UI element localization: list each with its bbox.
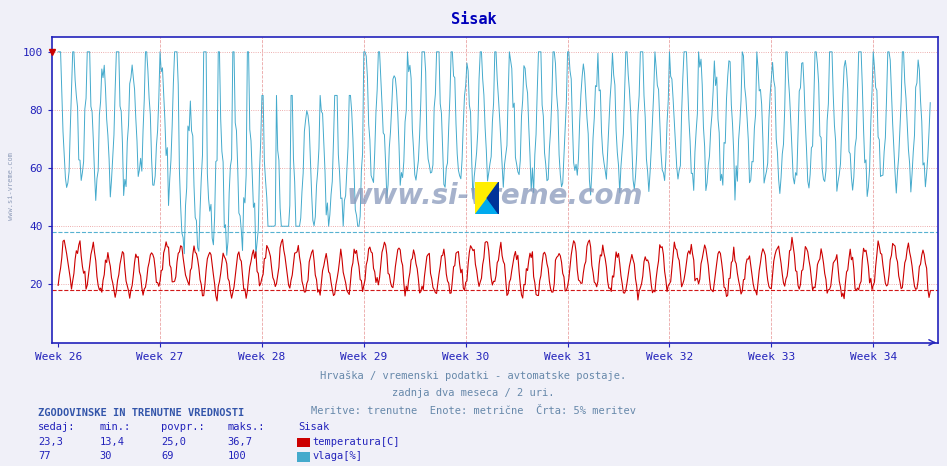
- Text: zadnja dva meseca / 2 uri.: zadnja dva meseca / 2 uri.: [392, 388, 555, 398]
- Text: 69: 69: [161, 452, 173, 461]
- Text: maks.:: maks.:: [227, 422, 265, 432]
- Text: www.si-vreme.com: www.si-vreme.com: [8, 152, 13, 220]
- Text: 36,7: 36,7: [227, 437, 252, 446]
- Text: 13,4: 13,4: [99, 437, 124, 446]
- Text: 30: 30: [99, 452, 112, 461]
- Text: 25,0: 25,0: [161, 437, 186, 446]
- Text: min.:: min.:: [99, 422, 131, 432]
- Polygon shape: [488, 182, 499, 214]
- Text: 100: 100: [227, 452, 246, 461]
- Text: povpr.:: povpr.:: [161, 422, 205, 432]
- Text: temperatura[C]: temperatura[C]: [313, 437, 400, 446]
- Text: Hrvaška / vremenski podatki - avtomatske postaje.: Hrvaška / vremenski podatki - avtomatske…: [320, 370, 627, 381]
- Text: Sisak: Sisak: [298, 422, 330, 432]
- Text: 77: 77: [38, 452, 50, 461]
- Text: 23,3: 23,3: [38, 437, 63, 446]
- Polygon shape: [475, 182, 499, 214]
- Text: vlaga[%]: vlaga[%]: [313, 452, 363, 461]
- Text: Meritve: trenutne  Enote: metrične  Črta: 5% meritev: Meritve: trenutne Enote: metrične Črta: …: [311, 406, 636, 416]
- Text: ZGODOVINSKE IN TRENUTNE VREDNOSTI: ZGODOVINSKE IN TRENUTNE VREDNOSTI: [38, 408, 244, 418]
- Text: Sisak: Sisak: [451, 12, 496, 27]
- Text: www.si-vreme.com: www.si-vreme.com: [347, 182, 643, 210]
- Polygon shape: [475, 182, 499, 214]
- Text: sedaj:: sedaj:: [38, 422, 76, 432]
